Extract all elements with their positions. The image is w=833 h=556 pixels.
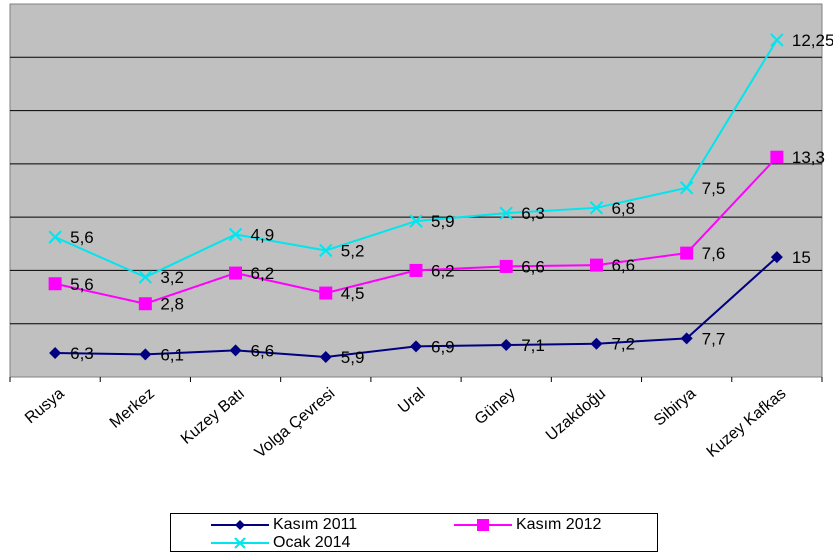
x-tick-label: Merkez bbox=[107, 385, 158, 432]
data-point bbox=[500, 339, 513, 352]
data-label: 7,1 bbox=[521, 336, 545, 355]
legend-item-series-2: Kasım 2012 bbox=[454, 516, 601, 534]
data-point bbox=[229, 344, 242, 357]
data-point bbox=[138, 297, 152, 311]
data-labels: 6,3 6,1 6,6 5,9 6,9 7,1 7,2 7,7 15 5,6 2,8 6,2 4,5 6,… bbox=[70, 31, 833, 367]
data-label: 13,3 bbox=[792, 148, 825, 167]
x-tick-label: Güney bbox=[472, 385, 519, 428]
data-label: 7,2 bbox=[611, 335, 635, 354]
data-point bbox=[770, 33, 784, 47]
data-point bbox=[409, 263, 423, 277]
data-point bbox=[319, 351, 332, 364]
data-label: 15 bbox=[792, 248, 811, 267]
data-point bbox=[49, 347, 62, 360]
x-tick-label: Rusya bbox=[22, 385, 68, 427]
x-marker-icon bbox=[211, 537, 269, 549]
data-point bbox=[409, 214, 423, 228]
data-label: 6,2 bbox=[251, 264, 275, 283]
data-label: 6,6 bbox=[611, 256, 635, 275]
legend-item-series-1: Kasım 2011 bbox=[211, 516, 357, 534]
data-label: 6,8 bbox=[611, 199, 635, 218]
data-point bbox=[228, 227, 243, 242]
data-label: 7,7 bbox=[702, 329, 726, 348]
data-point bbox=[680, 332, 693, 345]
data-label: 6,9 bbox=[431, 337, 455, 356]
data-point bbox=[770, 150, 784, 164]
legend-item-series-3: Ocak 2014 bbox=[211, 534, 350, 552]
plot-area bbox=[9, 3, 823, 378]
data-label: 5,2 bbox=[341, 241, 365, 260]
data-point bbox=[679, 181, 694, 195]
data-point bbox=[770, 251, 783, 264]
data-label: 6,3 bbox=[521, 204, 545, 223]
data-label: 7,6 bbox=[702, 244, 726, 263]
data-label: 2,8 bbox=[160, 295, 184, 314]
data-label: 12,25 bbox=[792, 31, 833, 50]
x-tick-label: Kuzey Batı bbox=[178, 385, 248, 448]
data-point bbox=[499, 206, 513, 220]
data-point bbox=[139, 348, 152, 361]
data-label: 3,2 bbox=[160, 268, 184, 287]
data-point bbox=[589, 201, 604, 215]
data-point bbox=[138, 270, 153, 284]
data-point bbox=[499, 259, 513, 273]
data-label: 5,9 bbox=[431, 212, 455, 231]
legend-label: Ocak 2014 bbox=[273, 534, 351, 551]
legend-label: Kasım 2011 bbox=[273, 516, 358, 533]
data-point bbox=[589, 258, 603, 272]
x-tick-label: Ural bbox=[395, 385, 428, 417]
legend: Kasım 2011 Kasım 2012 Ocak 2014 bbox=[170, 513, 658, 552]
data-label: 5,9 bbox=[341, 348, 365, 367]
data-label: 5,6 bbox=[70, 228, 94, 247]
series-layer bbox=[48, 33, 784, 364]
data-point bbox=[590, 337, 603, 350]
data-point bbox=[319, 286, 333, 300]
diamond-marker-icon bbox=[211, 520, 269, 530]
x-tick-label: Uzakdoğu bbox=[543, 385, 609, 444]
data-label: 5,6 bbox=[70, 275, 94, 294]
x-tick-label: Kuzey Kafkas bbox=[704, 385, 790, 461]
data-label: 4,5 bbox=[341, 284, 365, 303]
x-tick-label: Volga Çevresi bbox=[252, 385, 339, 461]
data-point bbox=[48, 230, 62, 244]
data-label: 4,9 bbox=[251, 225, 275, 244]
data-point bbox=[319, 243, 333, 258]
square-marker-icon bbox=[454, 519, 512, 531]
data-label: 6,1 bbox=[160, 345, 184, 364]
x-axis: Rusya Merkez Kuzey Batı Volga Çevresi Ural Gü… bbox=[9, 377, 823, 462]
data-label: 6,6 bbox=[251, 341, 275, 360]
data-label: 6,6 bbox=[521, 257, 545, 276]
data-point bbox=[410, 340, 422, 353]
data-label: 7,5 bbox=[702, 179, 726, 198]
legend-label: Kasım 2012 bbox=[516, 516, 602, 533]
data-label: 6,2 bbox=[431, 261, 455, 280]
data-point bbox=[680, 246, 694, 260]
data-point bbox=[229, 266, 243, 280]
gridlines bbox=[10, 56, 822, 325]
data-label: 6,3 bbox=[70, 344, 94, 363]
data-point bbox=[48, 277, 62, 291]
x-tick-label: Sibirya bbox=[651, 385, 699, 430]
